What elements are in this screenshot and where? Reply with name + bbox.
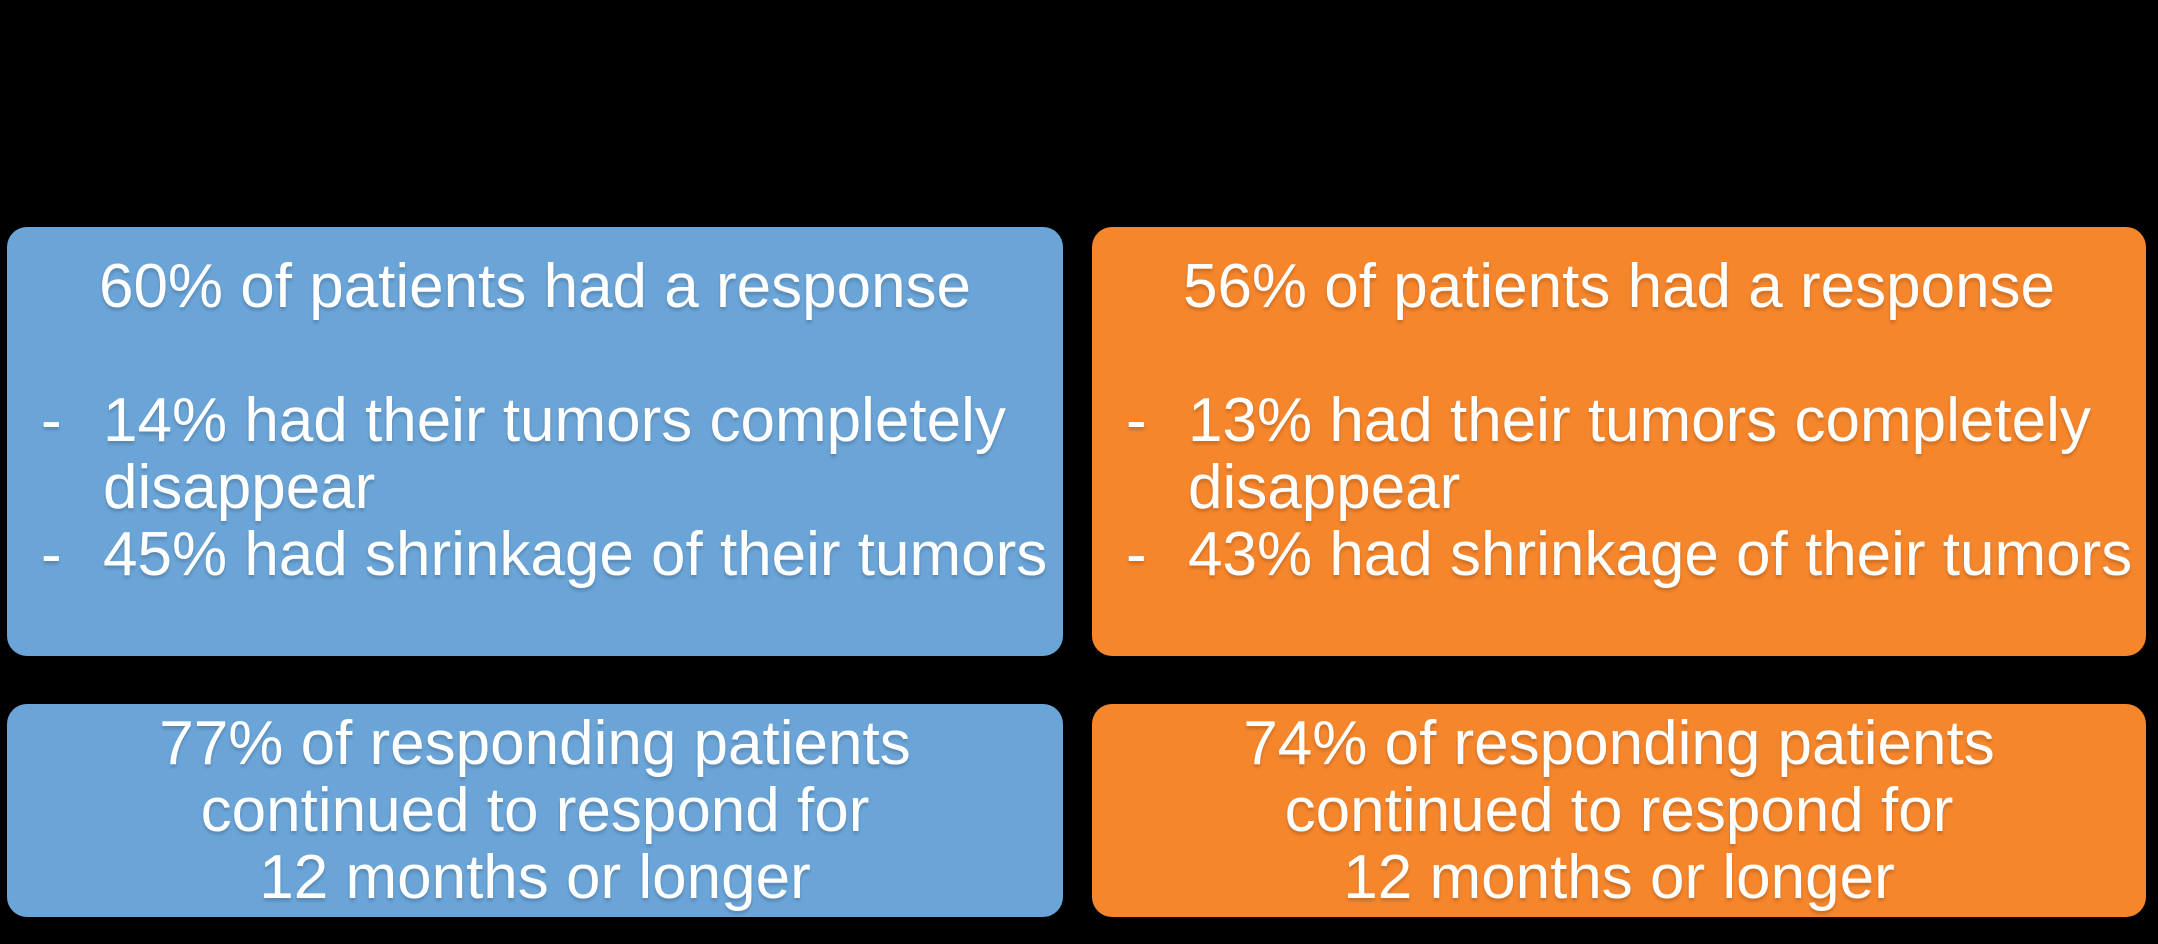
duration-line-3-left: 12 months or longer bbox=[259, 843, 811, 912]
duration-line-2-right: continued to respond for bbox=[1284, 776, 1954, 845]
bullet-text: 13% had their tumors completely disappea… bbox=[1188, 386, 2091, 522]
response-heading-left: 60% of patients had a response bbox=[98, 252, 972, 321]
response-bullets-left: - 14% had their tumors completely disapp… bbox=[7, 387, 1063, 588]
response-heading-right: 56% of patients had a response bbox=[1182, 252, 2056, 321]
response-box-right: 56% of patients had a response - 13% had… bbox=[1092, 227, 2146, 656]
bullet-tumor-shrinkage-left: - 45% had shrinkage of their tumors bbox=[7, 521, 1048, 588]
response-bullets-right: - 13% had their tumors completely disapp… bbox=[1092, 387, 2146, 588]
response-box-left: 60% of patients had a response - 14% had… bbox=[7, 227, 1063, 656]
bullet-complete-disappearance-left: - 14% had their tumors completely disapp… bbox=[7, 387, 1048, 521]
bullet-dash: - bbox=[1126, 386, 1147, 455]
duration-line-1-left: 77% of responding patients bbox=[159, 709, 911, 778]
bullet-text: 43% had shrinkage of their tumors bbox=[1188, 520, 2133, 589]
duration-line-2-left: continued to respond for bbox=[200, 776, 870, 845]
bullet-dash: - bbox=[41, 520, 62, 589]
duration-box-left: 77% of responding patients continued to … bbox=[7, 704, 1063, 917]
bullet-complete-disappearance-right: - 13% had their tumors completely disapp… bbox=[1092, 387, 2133, 521]
bullet-dash: - bbox=[41, 386, 62, 455]
bullet-tumor-shrinkage-right: - 43% had shrinkage of their tumors bbox=[1092, 521, 2133, 588]
bullet-text: 45% had shrinkage of their tumors bbox=[103, 520, 1048, 589]
duration-box-right: 74% of responding patients continued to … bbox=[1092, 704, 2146, 917]
bullet-text: 14% had their tumors completely disappea… bbox=[103, 386, 1006, 522]
bullet-dash: - bbox=[1126, 520, 1147, 589]
duration-line-3-right: 12 months or longer bbox=[1343, 843, 1895, 912]
duration-line-1-right: 74% of responding patients bbox=[1243, 709, 1995, 778]
